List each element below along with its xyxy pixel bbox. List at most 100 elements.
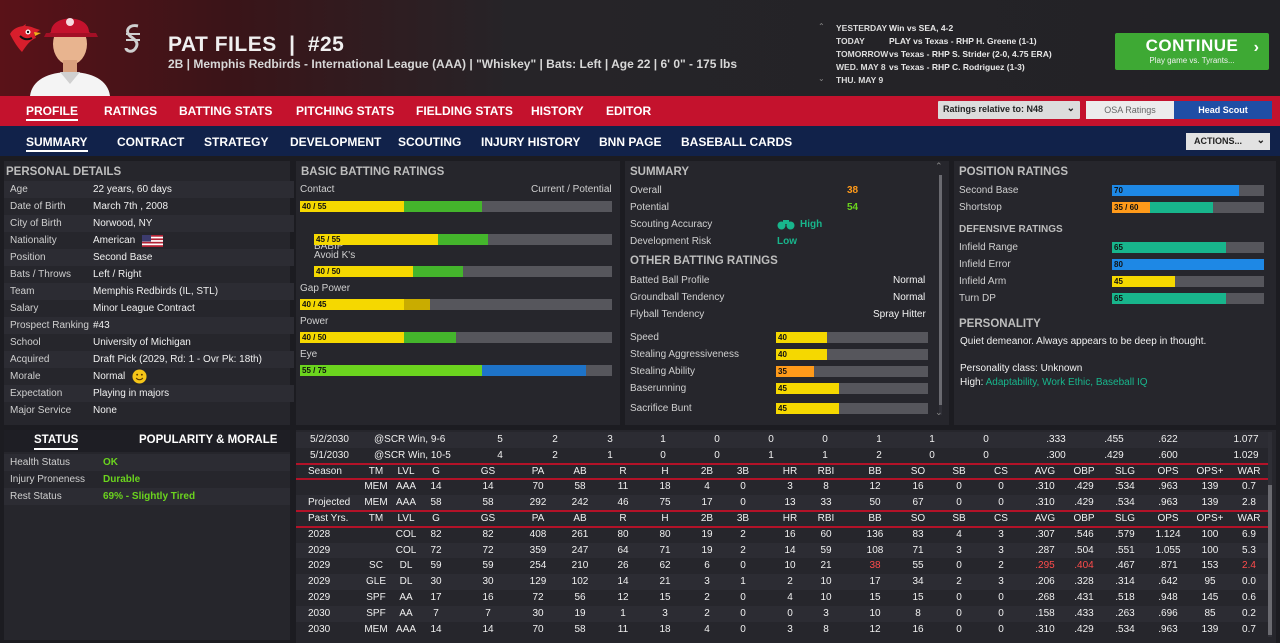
table-cell: 5.3 bbox=[1242, 544, 1256, 556]
table-cell: .310 bbox=[1035, 497, 1055, 509]
tab-history[interactable]: HISTORY bbox=[531, 104, 584, 118]
detail-row-salary: Salary Minor League Contract bbox=[10, 303, 195, 314]
bar-current bbox=[300, 201, 404, 212]
table-cell: 58 bbox=[430, 497, 442, 509]
tab-strategy[interactable]: STRATEGY bbox=[204, 135, 269, 149]
actions-dropdown[interactable]: ACTIONS... ⌄ bbox=[1186, 133, 1270, 150]
table-cell: 7 bbox=[433, 607, 439, 619]
table-cell: H bbox=[661, 465, 669, 477]
summary-scroll-thumb[interactable] bbox=[939, 175, 942, 405]
table-cell: 3 bbox=[787, 481, 793, 493]
table-cell: 2.4 bbox=[1242, 560, 1256, 572]
table-cell: 55 bbox=[912, 560, 924, 572]
tab-ratings[interactable]: RATINGS bbox=[104, 104, 158, 118]
table-cell: .546 bbox=[1074, 528, 1094, 540]
table-cell: 1 bbox=[768, 449, 774, 461]
table-cell: .534 bbox=[1115, 497, 1135, 509]
table-cell: 1.124 bbox=[1155, 528, 1181, 540]
table-cell: 12 bbox=[617, 592, 629, 603]
tab-editor[interactable]: EDITOR bbox=[606, 104, 652, 118]
sac-bunt-bar: 45 bbox=[776, 403, 928, 414]
table-cell: AA bbox=[399, 592, 413, 603]
gap-power-bar: 40 / 45 bbox=[300, 299, 612, 310]
tab-profile[interactable]: PROFILE bbox=[26, 104, 79, 121]
table-cell: 247 bbox=[571, 544, 589, 556]
tab-pitching-stats[interactable]: PITCHING STATS bbox=[296, 104, 395, 118]
table-cell: .963 bbox=[1158, 481, 1178, 493]
us-flag-icon bbox=[142, 235, 163, 247]
table-cell: 3B bbox=[736, 513, 750, 524]
detail-row-acquired: Acquired Draft Pick (2029, Rd: 1 - Ovr Pk… bbox=[4, 351, 294, 368]
stat-row: Projected MEM AAA 58 58 292 242 46 75 17 0 13 33 50 67… bbox=[296, 495, 1270, 511]
scroll-down-icon[interactable]: ⌄ bbox=[935, 407, 943, 417]
table-cell: AVG bbox=[1034, 513, 1056, 524]
schedule-up-icon[interactable]: ⌃ bbox=[818, 22, 825, 31]
table-cell: 129 bbox=[529, 576, 547, 588]
table-cell: 59 bbox=[820, 544, 832, 556]
table-cell: 10 bbox=[820, 576, 832, 588]
osa-ratings-button[interactable]: OSA Ratings bbox=[1086, 101, 1174, 119]
table-cell: 4 bbox=[956, 528, 962, 540]
summary-title: SUMMARY bbox=[630, 166, 689, 178]
table-cell: 19 bbox=[701, 544, 713, 556]
table-cell: 139 bbox=[1201, 623, 1219, 635]
table-cell: 58 bbox=[574, 623, 586, 635]
tab-popularity-morale[interactable]: POPULARITY & MORALE bbox=[139, 434, 278, 446]
table-cell: 71 bbox=[659, 544, 671, 556]
schedule-row: WED. MAY 8 vs Texas - RHP C. Rodriguez (1… bbox=[836, 62, 1025, 72]
batting-ratings-title: BASIC BATTING RATINGS bbox=[301, 166, 445, 178]
table-cell: 8 bbox=[823, 481, 829, 493]
status-panel: STATUS POPULARITY & MORALE Health Status… bbox=[4, 430, 290, 640]
table-cell: 2029 bbox=[308, 576, 331, 588]
bar-current bbox=[300, 365, 482, 376]
table-cell: 1 bbox=[929, 434, 935, 445]
tab-scouting[interactable]: SCOUTING bbox=[398, 135, 462, 149]
table-cell: MEM bbox=[364, 481, 388, 493]
table-scroll-thumb[interactable] bbox=[1268, 485, 1272, 635]
avoid-k-bar: 40 / 50 bbox=[314, 266, 612, 277]
table-cell: 10 bbox=[784, 560, 796, 572]
table-cell: G bbox=[432, 465, 440, 477]
table-cell: 26 bbox=[617, 560, 629, 572]
binoculars-icon bbox=[777, 220, 795, 230]
infield-arm-label: Infield Arm bbox=[959, 276, 1007, 287]
head-scout-button[interactable]: Head Scout bbox=[1174, 101, 1272, 119]
ratings-relative-select[interactable]: Ratings relative to: N48 ⌄ bbox=[938, 101, 1080, 119]
chevron-right-icon: › bbox=[1253, 39, 1259, 56]
table-cell: 261 bbox=[571, 528, 589, 540]
table-cell: 0 bbox=[956, 560, 962, 572]
tab-development[interactable]: DEVELOPMENT bbox=[290, 135, 382, 149]
personal-details-panel: PERSONAL DETAILS Age 22 years, 60 days Da… bbox=[4, 161, 294, 425]
table-cell: AB bbox=[573, 465, 587, 477]
table-cell: 14 bbox=[430, 481, 442, 493]
table-cell: 210 bbox=[571, 560, 589, 572]
tab-contract[interactable]: CONTRACT bbox=[117, 135, 185, 149]
tab-batting-stats[interactable]: BATTING STATS bbox=[179, 104, 273, 118]
tab-baseball-cards[interactable]: BASEBALL CARDS bbox=[681, 135, 793, 149]
table-cell: .404 bbox=[1074, 560, 1094, 572]
scroll-up-icon[interactable]: ⌃ bbox=[935, 161, 943, 171]
continue-button[interactable]: CONTINUE Play game vs. Tyrants... › bbox=[1115, 33, 1269, 70]
table-cell: MEM bbox=[364, 623, 388, 635]
tab-status[interactable]: STATUS bbox=[34, 434, 79, 450]
table-cell: 0 bbox=[998, 607, 1004, 619]
table-cell: AA bbox=[399, 607, 413, 619]
tab-summary[interactable]: SUMMARY bbox=[26, 135, 88, 152]
turn-dp-label: Turn DP bbox=[959, 293, 996, 304]
table-cell: 0 bbox=[929, 449, 935, 461]
table-cell: 18 bbox=[659, 623, 671, 635]
tab-fielding-stats[interactable]: FIELDING STATS bbox=[416, 104, 513, 118]
table-cell: 2029 bbox=[308, 544, 331, 556]
steal-ability-bar: 35 bbox=[776, 366, 928, 377]
table-cell: 0 bbox=[956, 623, 962, 635]
table-cell: 13 bbox=[784, 497, 796, 509]
memphis-cap-logo-icon bbox=[124, 24, 140, 53]
schedule-down-icon[interactable]: ⌄ bbox=[818, 74, 825, 83]
table-cell: SO bbox=[910, 465, 926, 477]
table-cell: 254 bbox=[529, 560, 547, 572]
tab-bnn-page[interactable]: BNN PAGE bbox=[599, 135, 662, 149]
tab-injury-history[interactable]: INJURY HISTORY bbox=[481, 135, 581, 149]
table-cell: 100 bbox=[1201, 528, 1219, 540]
game-log-row: 5/1/2030 @SCR Win, 10-5 4 2 1 0 0 1 1 2 0 0 .300 .429… bbox=[296, 448, 1270, 464]
table-cell: 0 bbox=[660, 449, 666, 461]
